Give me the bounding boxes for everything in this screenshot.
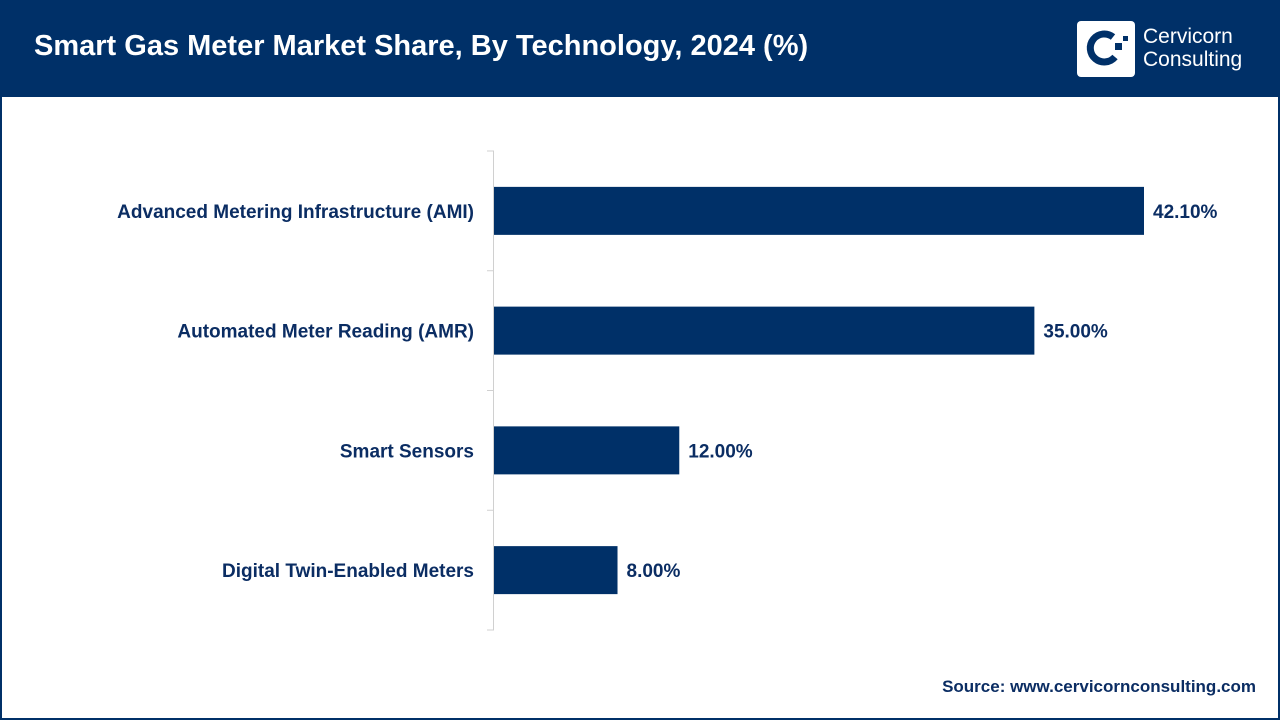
logo-line-1: Cervicorn bbox=[1143, 25, 1233, 48]
category-label: Smart Sensors bbox=[340, 441, 474, 462]
header-banner: Smart Gas Meter Market Share, By Technol… bbox=[0, 0, 1280, 97]
chart-title: Smart Gas Meter Market Share, By Technol… bbox=[34, 30, 809, 62]
bar bbox=[494, 306, 1035, 355]
data-label: 12.00% bbox=[688, 441, 753, 462]
category-label: Advanced Metering Infrastructure (AMI) bbox=[117, 202, 474, 223]
source-note: Source: www.cervicornconsulting.com bbox=[942, 677, 1256, 696]
bar bbox=[494, 186, 1144, 235]
logo-line-2: Consulting bbox=[1143, 48, 1243, 71]
data-label: 8.00% bbox=[627, 561, 681, 582]
category-label: Automated Meter Reading (AMR) bbox=[177, 322, 474, 343]
data-label: 35.00% bbox=[1043, 322, 1108, 343]
logo-text: Cervicorn Consulting bbox=[1143, 25, 1242, 71]
data-label: 42.10% bbox=[1153, 202, 1218, 223]
bar bbox=[494, 546, 618, 595]
bar bbox=[494, 426, 680, 475]
cervicorn-logo-icon bbox=[1077, 21, 1135, 77]
category-label: Digital Twin-Enabled Meters bbox=[222, 561, 474, 582]
